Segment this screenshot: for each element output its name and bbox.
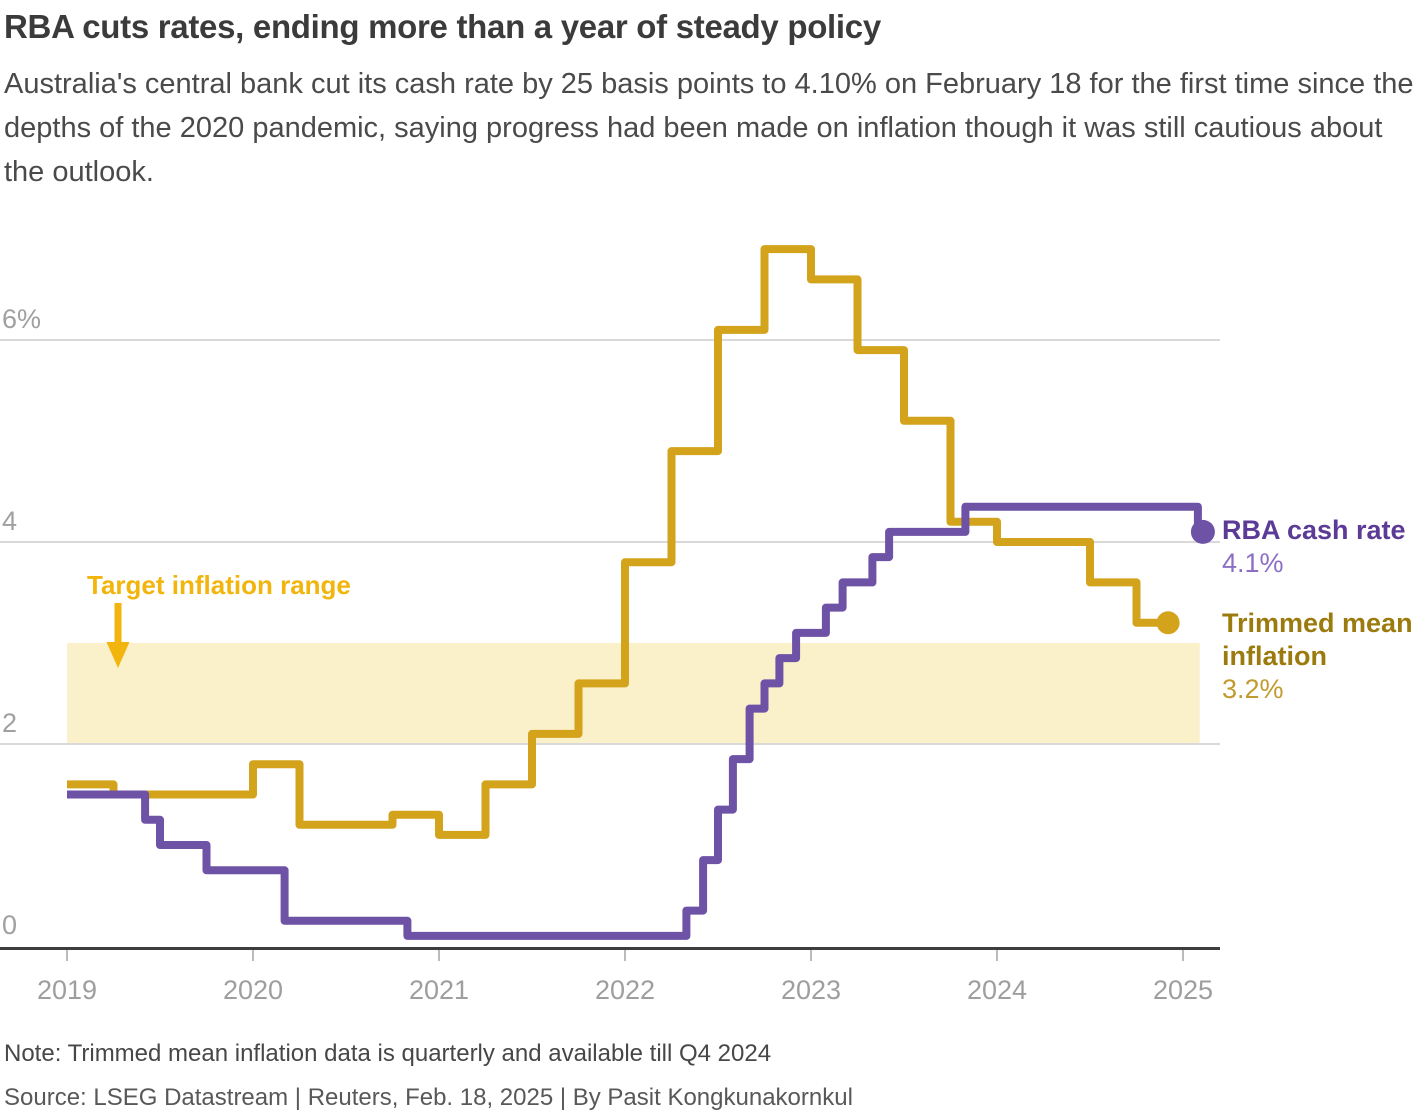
target-range-arrow [106,603,130,668]
axis-labels-layer: 2019 2020 2021 2022 2023 2024 2025 6% 4 2 0 [2,304,1213,1005]
target-inflation-band [67,643,1200,744]
series-layer [67,245,1203,940]
trimmed-mean-annotation: Trimmed mean inflation 3.2% [1222,607,1413,706]
rba-cash-rate-end-dot [1190,519,1215,544]
y-tick-label-0: 0 [2,910,17,940]
trimmed-mean-value: 3.2% [1222,674,1284,704]
axis-layer [0,947,1220,961]
page-title: RBA cuts rates, ending more than a year … [4,8,881,45]
y-tick-label-6: 6% [2,304,41,334]
x-tick-label-2024: 2024 [967,975,1027,1005]
trimmed-mean-label-line2: inflation [1222,641,1327,671]
chart-source: Source: LSEG Datastream | Reuters, Feb. … [4,1084,853,1111]
x-tick-label-2022: 2022 [595,975,655,1005]
x-tick-label-2019: 2019 [37,975,97,1005]
target-inflation-range-label: Target inflation range [87,570,351,600]
x-tick-label-2023: 2023 [781,975,841,1005]
y-tick-label-2: 2 [2,708,17,738]
x-tick-label-2020: 2020 [223,975,283,1005]
rba-cash-rate-annotation: RBA cash rate 4.1% [1222,514,1406,580]
chart-note: Note: Trimmed mean inflation data is qua… [4,1040,772,1067]
chart-subtitle: Australia's central bank cut its cash ra… [4,68,1414,189]
trimmed-mean-end-dot [1156,611,1180,635]
trimmed-mean-inflation-line [67,245,1169,839]
y-tick-label-4: 4 [2,506,17,536]
trimmed-mean-label-line1: Trimmed mean [1222,608,1413,638]
x-tick-label-2025: 2025 [1153,975,1213,1005]
rba-cash-rate-label: RBA cash rate [1222,515,1406,545]
rba-cash-rate-line [67,502,1203,940]
series-end-markers-layer [1156,519,1215,635]
rba-cash-rate-value: 4.1% [1222,548,1284,578]
x-tick-label-2021: 2021 [409,975,469,1005]
target-band-layer [67,643,1200,744]
